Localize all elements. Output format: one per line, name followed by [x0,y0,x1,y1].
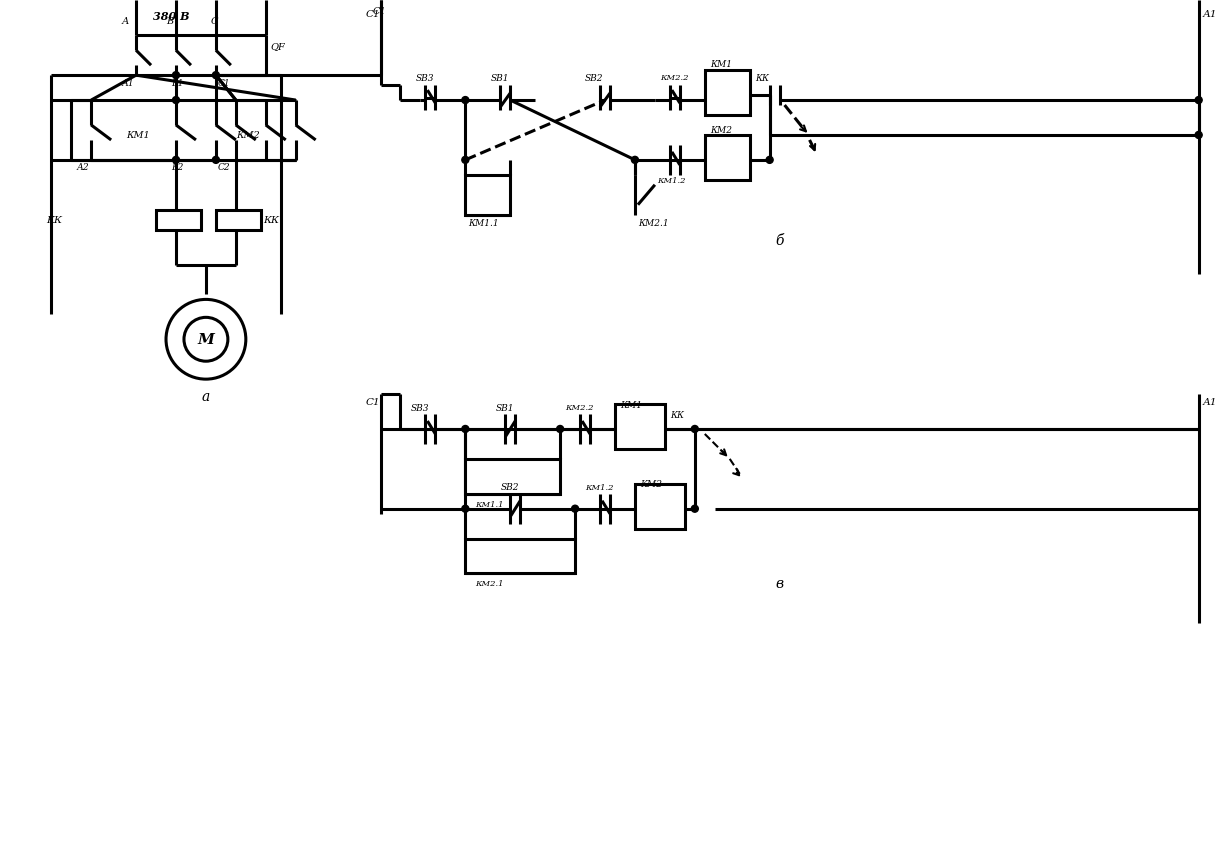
Bar [215,210,261,230]
Text: А2: А2 [76,163,89,172]
Text: А: А [121,17,129,26]
Text: 380 В: 380 В [153,11,190,22]
Text: а: а [202,390,211,403]
Circle shape [461,506,469,512]
Text: КМ1: КМ1 [621,400,641,409]
Text: А1: А1 [1203,397,1217,406]
Text: КМ1: КМ1 [126,132,149,140]
Circle shape [173,97,180,105]
Text: С1: С1 [218,78,230,88]
Text: КМ1.2: КМ1.2 [657,176,685,185]
Circle shape [692,426,699,433]
Text: КМ2: КМ2 [710,127,732,135]
Bar [705,136,749,181]
Circle shape [213,157,219,164]
Text: КК: КК [755,73,769,83]
Text: В2: В2 [171,163,184,172]
Text: С1: С1 [372,7,387,16]
Text: КМ2: КМ2 [640,479,662,489]
Bar [635,484,685,529]
Text: б: б [775,233,783,247]
Bar [614,404,665,449]
Bar [155,210,201,230]
Text: SB2: SB2 [585,73,603,83]
Text: С1: С1 [366,397,381,406]
Text: КМ1.2: КМ1.2 [585,484,613,491]
Circle shape [461,97,469,105]
Bar [465,176,510,215]
Text: КМ2.2: КМ2.2 [565,403,594,412]
Circle shape [632,157,639,164]
Circle shape [557,426,563,433]
Text: В1: В1 [171,78,184,88]
Text: SB3: SB3 [415,73,435,83]
Text: КМ2: КМ2 [236,132,259,140]
Text: в: в [776,576,783,591]
Text: С1: С1 [366,10,381,19]
Circle shape [461,157,469,164]
Text: А1: А1 [1203,10,1217,19]
Text: КК: КК [47,216,62,225]
Circle shape [173,73,180,79]
Text: КК.: КК. [263,216,282,225]
Circle shape [173,157,180,164]
Bar [705,71,749,116]
Circle shape [572,506,579,512]
Text: КК: КК [670,410,684,419]
Text: КМ2.2: КМ2.2 [660,74,688,82]
Text: В: В [166,17,173,26]
Text: КМ2.1: КМ2.1 [638,219,668,228]
Bar [465,539,575,574]
Text: А1: А1 [121,78,133,88]
Text: С2: С2 [218,163,230,172]
Text: КМ1: КМ1 [710,60,732,68]
Circle shape [692,506,699,512]
Circle shape [766,157,774,164]
Text: С: С [211,17,218,26]
Circle shape [461,426,469,433]
Circle shape [213,73,219,79]
Circle shape [1195,133,1202,139]
Text: SB2: SB2 [501,483,519,492]
Text: М: М [197,333,214,347]
Text: КМ2.1: КМ2.1 [475,580,504,587]
Text: КМ1.1: КМ1.1 [475,500,504,508]
Text: SB1: SB1 [491,73,509,83]
Text: SB3: SB3 [410,403,428,412]
Text: SB1: SB1 [496,403,514,412]
Text: QF: QF [271,41,285,51]
Text: КМ1.1: КМ1.1 [469,219,499,228]
Circle shape [1195,97,1202,105]
Bar [465,459,561,495]
